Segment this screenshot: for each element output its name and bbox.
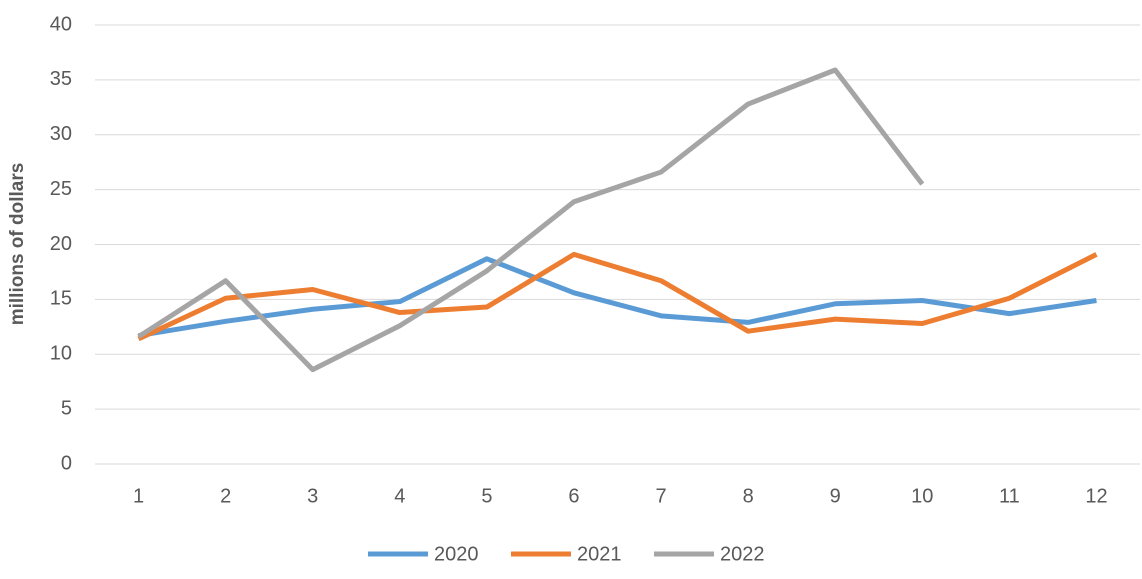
y-tick-label: 15 <box>50 288 72 310</box>
x-tick-label: 6 <box>568 485 579 507</box>
x-tick-label: 9 <box>830 485 841 507</box>
series-line <box>137 67 925 373</box>
y-axis-label: millions of dollars <box>7 163 28 326</box>
x-tick-label: 12 <box>1085 485 1107 507</box>
x-tick-label: 7 <box>655 485 666 507</box>
x-tick-label: 2 <box>220 485 231 507</box>
y-tick-label: 25 <box>50 178 72 200</box>
y-tick-label: 35 <box>50 68 72 90</box>
series-line <box>137 251 1098 342</box>
y-tick-label: 10 <box>50 343 72 365</box>
legend-label: 2021 <box>577 543 622 565</box>
x-tick-label: 10 <box>911 485 933 507</box>
x-tick-label: 3 <box>307 485 318 507</box>
x-tick-label: 8 <box>743 485 754 507</box>
series-line <box>138 256 1097 339</box>
x-tick-label: 4 <box>394 485 405 507</box>
y-tick-label: 5 <box>61 397 72 419</box>
y-tick-label: 40 <box>50 13 72 35</box>
x-tick-label: 5 <box>481 485 492 507</box>
legend-label: 2022 <box>720 543 765 565</box>
x-tick-label: 1 <box>133 485 144 507</box>
y-tick-label: 30 <box>50 123 72 145</box>
y-tick-label: 0 <box>61 452 72 474</box>
y-tick-label: 20 <box>50 233 72 255</box>
x-tick-label: 11 <box>999 485 1020 507</box>
legend-label: 2020 <box>434 543 479 565</box>
